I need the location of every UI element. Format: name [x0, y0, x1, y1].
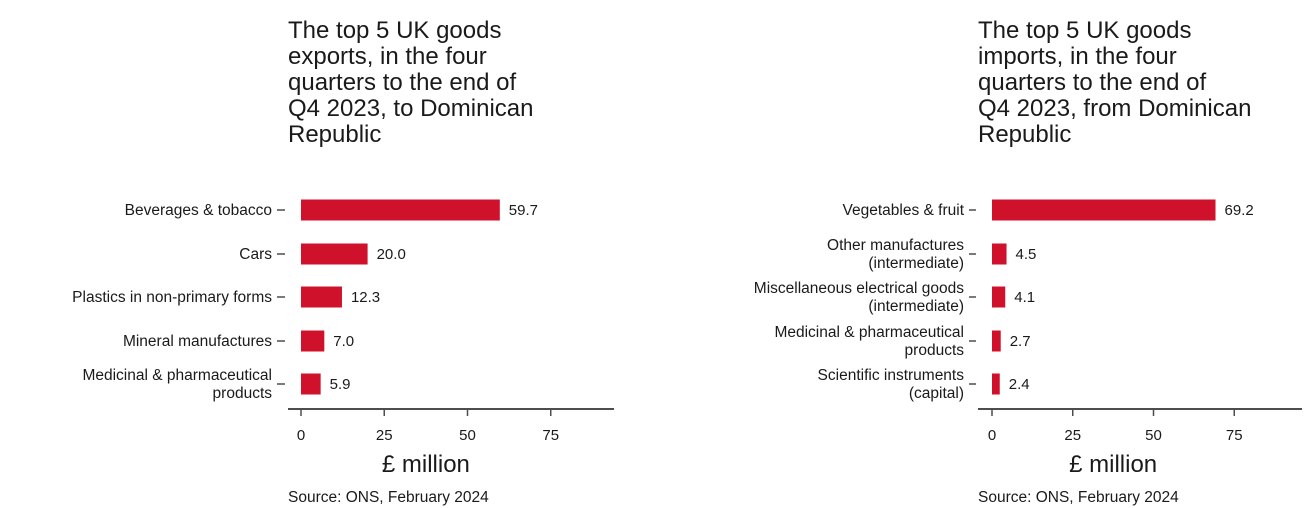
- category-label: Medicinal & pharmaceutical products: [82, 367, 272, 402]
- x-tick-label: 75: [542, 427, 559, 444]
- chart-title: The top 5 UK goods exports, in the four qu…: [288, 17, 533, 148]
- bar: [992, 330, 1001, 352]
- category-label-line: Medicinal & pharmaceutical: [82, 367, 272, 384]
- chart-title-line: quarters to the end of: [288, 69, 516, 96]
- category-label-line: Beverages & tobacco: [125, 202, 272, 219]
- bar: [992, 243, 1007, 265]
- data-label: 69.2: [1225, 202, 1254, 219]
- bar: [301, 286, 342, 308]
- x-axis-title: £ million: [382, 451, 470, 478]
- x-tick-label: 0: [297, 427, 305, 444]
- category-label: Vegetables & fruit: [843, 202, 965, 219]
- category-label-line: Cars: [239, 246, 272, 263]
- chart-title-line: The top 5 UK goods: [288, 17, 501, 44]
- bar: [301, 330, 325, 352]
- chart-title-line: imports, in the four: [978, 43, 1177, 70]
- x-tick-label: 50: [459, 427, 476, 444]
- source-note: Source: ONS, February 2024: [978, 489, 1179, 506]
- chart-title-line: Q4 2023, to Dominican: [288, 95, 533, 122]
- chart-title-line: The top 5 UK goods: [978, 17, 1191, 44]
- category-label: Plastics in non-primary forms: [72, 289, 272, 306]
- category-label-line: (intermediate): [868, 298, 964, 315]
- bar: [992, 286, 1006, 308]
- data-label: 7.0: [333, 333, 354, 350]
- source-note: Source: ONS, February 2024: [288, 489, 489, 506]
- x-axis-title: £ million: [1069, 451, 1157, 478]
- category-label: Miscellaneous electrical goods (intermedi…: [754, 280, 964, 315]
- category-label: Medicinal & pharmaceutical products: [774, 324, 964, 359]
- chart-title: The top 5 UK goods imports, in the four qu…: [978, 17, 1251, 148]
- category-label-line: products: [905, 342, 965, 359]
- bar: [301, 243, 368, 265]
- category-label: Beverages & tobacco: [125, 202, 272, 219]
- category-label-line: Medicinal & pharmaceutical: [774, 324, 964, 341]
- chart-title-line: Q4 2023, from Dominican: [978, 95, 1251, 122]
- bar: [992, 199, 1216, 221]
- category-label-line: Plastics in non-primary forms: [72, 289, 272, 306]
- category-label-line: Mineral manufactures: [123, 333, 272, 350]
- chart-title-line: Republic: [288, 121, 381, 148]
- bar: [301, 199, 500, 221]
- imports-chart: The top 5 UK goods imports, in the four qu…: [754, 17, 1302, 506]
- bar: [992, 373, 1000, 395]
- exports-chart: The top 5 UK goods exports, in the four qu…: [72, 17, 614, 506]
- category-label: Cars: [239, 246, 272, 263]
- data-label: 2.7: [1010, 333, 1031, 350]
- data-label: 12.3: [351, 289, 380, 306]
- category-label-line: (capital): [909, 385, 964, 402]
- chart-title-line: quarters to the end of: [978, 69, 1206, 96]
- bar: [301, 373, 321, 395]
- category-label: Scientific instruments (capital): [818, 367, 965, 402]
- category-label-line: Miscellaneous electrical goods: [754, 280, 964, 297]
- category-label-line: Scientific instruments: [818, 367, 965, 384]
- data-label: 4.1: [1014, 289, 1035, 306]
- chart-title-line: Republic: [978, 121, 1071, 148]
- category-label-line: Other manufactures: [827, 237, 964, 254]
- category-label-line: Vegetables & fruit: [843, 202, 965, 219]
- category-label: Other manufactures (intermediate): [827, 237, 964, 272]
- data-label: 20.0: [377, 246, 406, 263]
- category-label: Mineral manufactures: [123, 333, 272, 350]
- chart-title-line: exports, in the four: [288, 43, 487, 70]
- data-label: 4.5: [1016, 246, 1037, 263]
- data-label: 2.4: [1009, 376, 1030, 393]
- data-label: 59.7: [509, 202, 538, 219]
- x-tick-label: 50: [1145, 427, 1162, 444]
- x-tick-label: 0: [988, 427, 996, 444]
- category-label-line: (intermediate): [868, 255, 964, 272]
- category-label-line: products: [213, 385, 273, 402]
- data-label: 5.9: [330, 376, 351, 393]
- x-tick-label: 25: [1064, 427, 1081, 444]
- x-tick-label: 75: [1226, 427, 1243, 444]
- x-tick-label: 25: [376, 427, 393, 444]
